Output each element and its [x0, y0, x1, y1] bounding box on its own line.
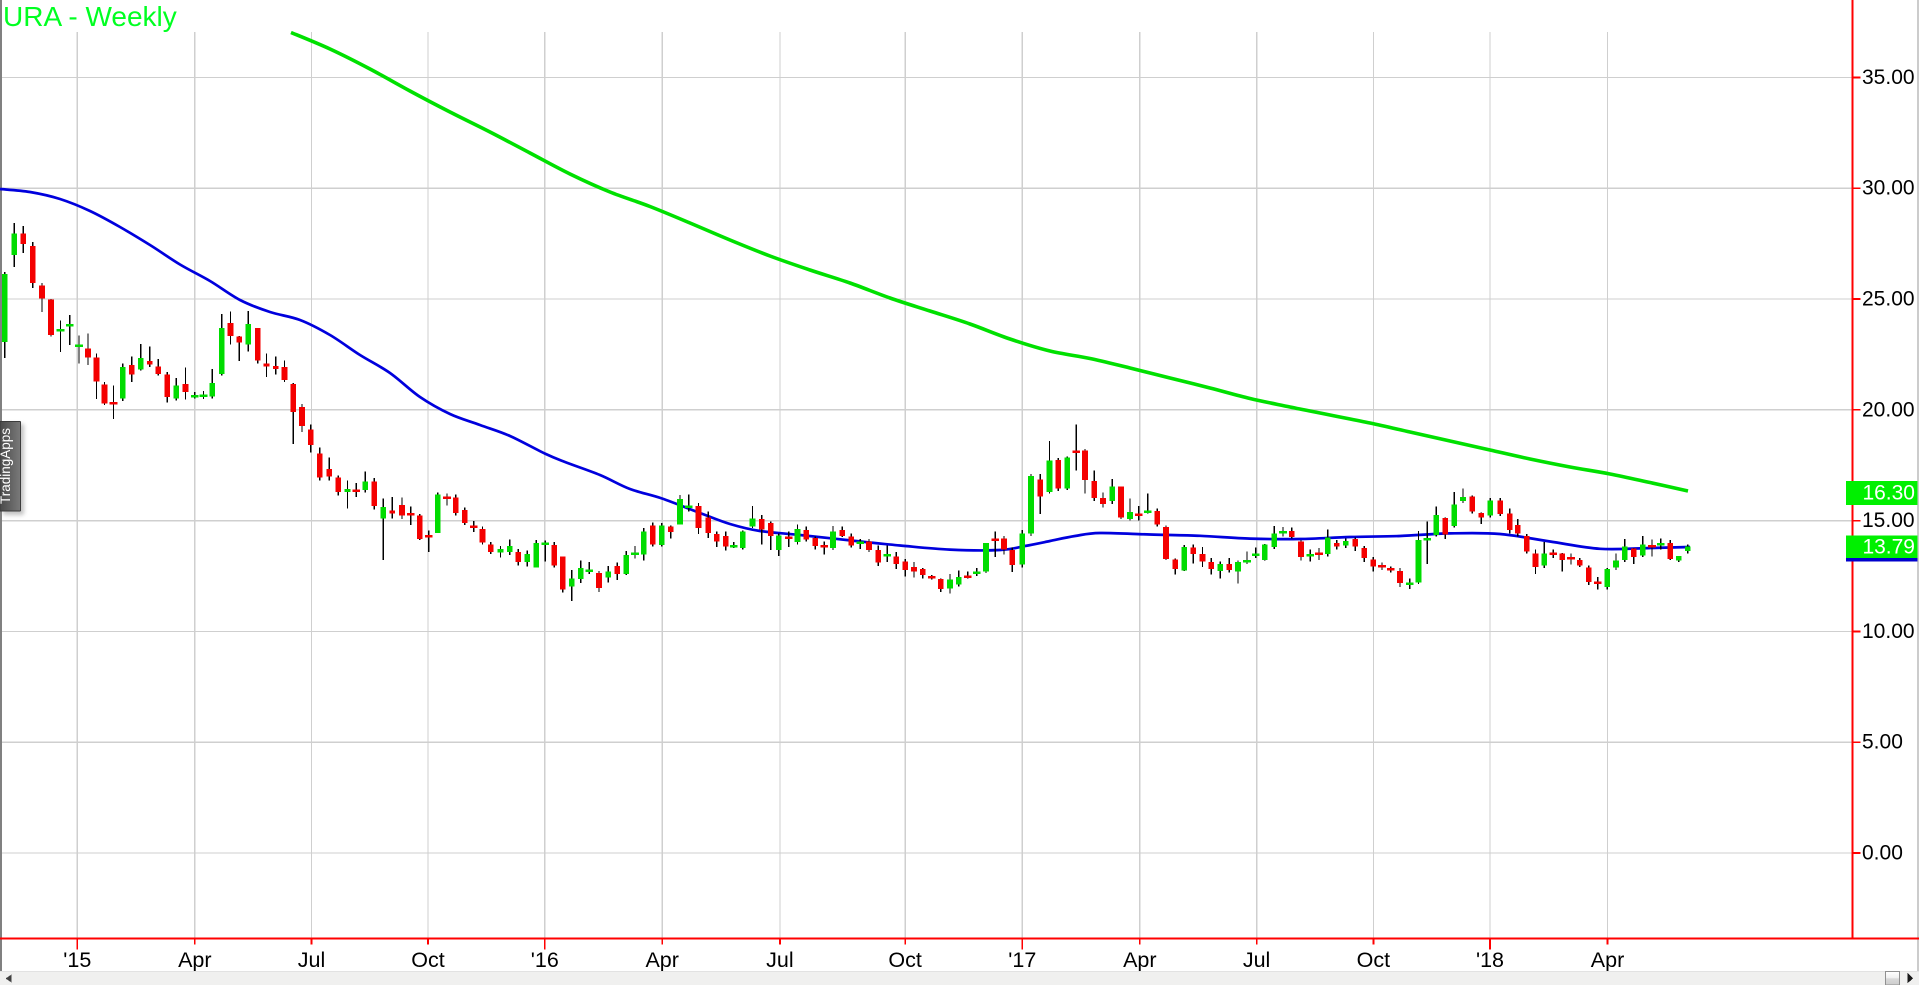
svg-text:0.00: 0.00 — [1862, 842, 1903, 865]
svg-text:TradingApps: TradingApps — [0, 428, 13, 504]
svg-text:'17: '17 — [1008, 948, 1036, 972]
svg-text:10.00: 10.00 — [1862, 620, 1915, 643]
svg-text:Oct: Oct — [1357, 948, 1390, 972]
svg-text:25.00: 25.00 — [1862, 288, 1915, 311]
svg-text:'18: '18 — [1476, 948, 1504, 972]
svg-text:'16: '16 — [531, 948, 559, 972]
svg-text:5.00: 5.00 — [1862, 731, 1903, 754]
svg-text:Jul: Jul — [766, 948, 793, 972]
svg-text:Apr: Apr — [178, 948, 211, 972]
svg-text:Jul: Jul — [298, 948, 325, 972]
svg-text:URA - Weekly: URA - Weekly — [3, 1, 177, 32]
svg-text:Apr: Apr — [1591, 948, 1624, 972]
svg-text:30.00: 30.00 — [1862, 177, 1915, 200]
svg-text:Oct: Oct — [888, 948, 921, 972]
svg-text:Oct: Oct — [411, 948, 444, 972]
svg-text:16.30: 16.30 — [1862, 482, 1915, 505]
svg-text:'15: '15 — [63, 948, 91, 972]
svg-text:35.00: 35.00 — [1862, 66, 1915, 89]
svg-text:13.79: 13.79 — [1862, 536, 1915, 559]
svg-text:15.00: 15.00 — [1862, 509, 1915, 532]
svg-text:Apr: Apr — [1123, 948, 1156, 972]
svg-text:Apr: Apr — [645, 948, 678, 972]
svg-text:Jul: Jul — [1243, 948, 1270, 972]
svg-text:20.00: 20.00 — [1862, 398, 1915, 421]
